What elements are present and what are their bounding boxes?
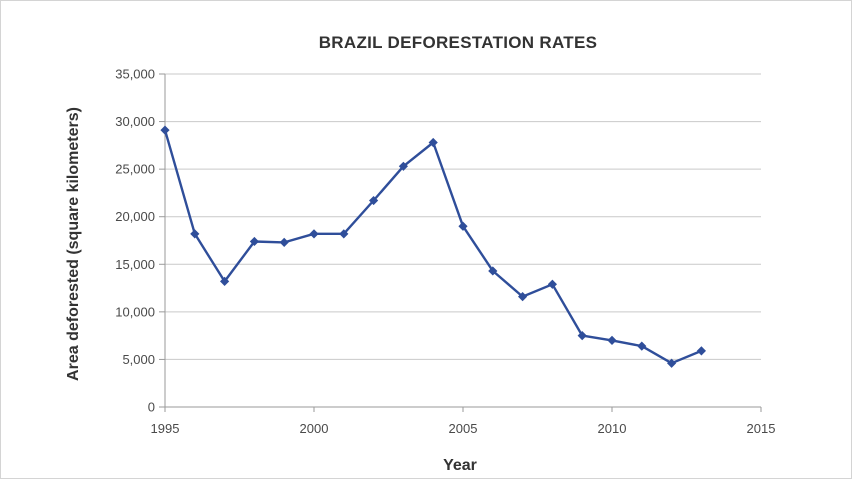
data-point-2008 (547, 279, 557, 289)
y-tick-label: 25,000 (115, 162, 155, 177)
data-point-2001 (339, 229, 349, 239)
data-point-2009 (577, 331, 587, 341)
data-point-2007 (518, 292, 528, 302)
data-point-2005 (458, 221, 468, 231)
data-point-2003 (398, 161, 408, 171)
x-tick-label: 2000 (300, 421, 329, 436)
x-axis-title: Year (443, 457, 477, 474)
x-tick-label: 1995 (151, 421, 180, 436)
y-tick-label: 15,000 (115, 257, 155, 272)
data-point-2010 (607, 335, 617, 345)
chart-title: BRAZIL DEFORESTATION RATES (319, 33, 598, 52)
data-point-1996 (190, 229, 200, 239)
data-point-1998 (249, 236, 259, 247)
y-tick-label: 20,000 (115, 209, 155, 224)
data-point-2006 (488, 266, 498, 276)
data-point-2000 (309, 229, 319, 239)
y-axis-title: Area deforested (square kilometers) (65, 107, 82, 381)
data-series (160, 125, 706, 368)
y-tick-label: 0 (148, 400, 155, 415)
series-line (163, 129, 702, 365)
data-point-2013 (696, 346, 706, 356)
y-tick-label: 30,000 (115, 114, 155, 129)
x-tick-label: 2005 (449, 421, 478, 436)
x-tick-labels: 1995 2000 2005 2010 2015 (151, 421, 776, 436)
data-point-2002 (369, 195, 379, 206)
y-tick-label: 35,000 (115, 67, 155, 82)
x-tick-label: 2010 (598, 421, 627, 436)
data-point-1995 (160, 125, 170, 135)
x-tick-label: 2015 (747, 421, 776, 436)
data-point-2004 (428, 137, 438, 148)
y-tick-labels: 0 5,000 10,000 15,000 20,000 25,000 30,000 35,0… (115, 67, 155, 415)
data-point-2011 (637, 341, 647, 351)
data-point-1999 (279, 237, 289, 248)
y-tick-label: 5,000 (122, 352, 155, 367)
data-point-1997 (220, 276, 230, 287)
y-tick-label: 10,000 (115, 304, 155, 319)
gridlines (165, 73, 761, 360)
data-point-2012 (667, 358, 677, 368)
